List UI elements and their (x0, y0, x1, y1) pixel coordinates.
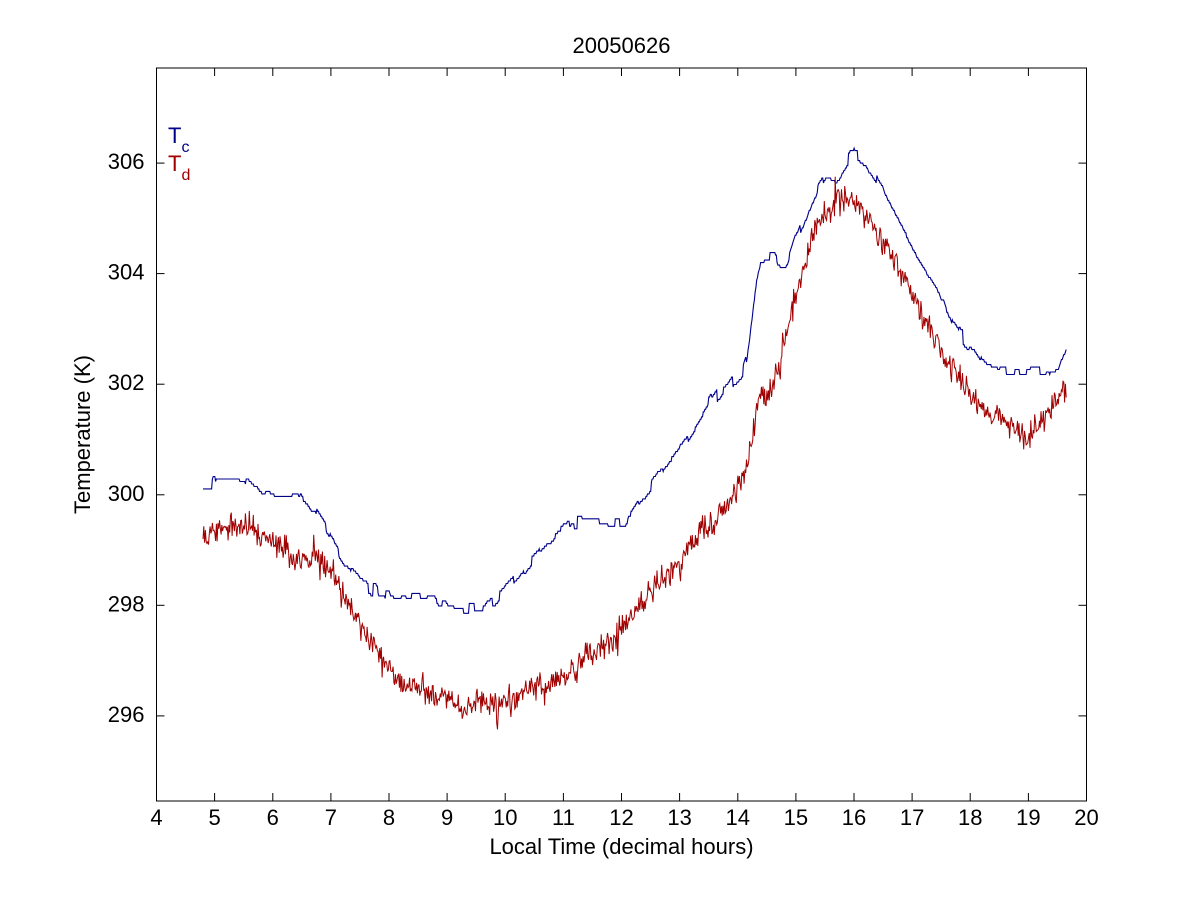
svg-text:4: 4 (150, 805, 162, 830)
svg-text:Local Time (decimal hours): Local Time (decimal hours) (489, 834, 753, 859)
svg-text:20050626: 20050626 (573, 33, 671, 58)
svg-text:15: 15 (784, 805, 808, 830)
svg-text:19: 19 (1016, 805, 1040, 830)
svg-text:11: 11 (552, 805, 575, 830)
svg-text:306: 306 (108, 149, 145, 174)
svg-text:18: 18 (958, 805, 982, 830)
svg-text:296: 296 (108, 702, 145, 727)
svg-text:17: 17 (900, 805, 924, 830)
svg-text:298: 298 (108, 591, 145, 616)
svg-text:304: 304 (108, 260, 145, 285)
svg-text:13: 13 (667, 805, 691, 830)
svg-text:10: 10 (493, 805, 517, 830)
svg-text:14: 14 (726, 805, 750, 830)
svg-text:20: 20 (1074, 805, 1098, 830)
svg-text:300: 300 (108, 481, 145, 506)
svg-text:302: 302 (108, 370, 145, 395)
svg-text:12: 12 (609, 805, 633, 830)
svg-text:5: 5 (208, 805, 220, 830)
svg-text:6: 6 (267, 805, 279, 830)
svg-text:7: 7 (325, 805, 337, 830)
svg-text:16: 16 (842, 805, 866, 830)
svg-text:8: 8 (383, 805, 395, 830)
svg-text:9: 9 (441, 805, 453, 830)
svg-text:Temperature (K): Temperature (K) (70, 355, 95, 514)
